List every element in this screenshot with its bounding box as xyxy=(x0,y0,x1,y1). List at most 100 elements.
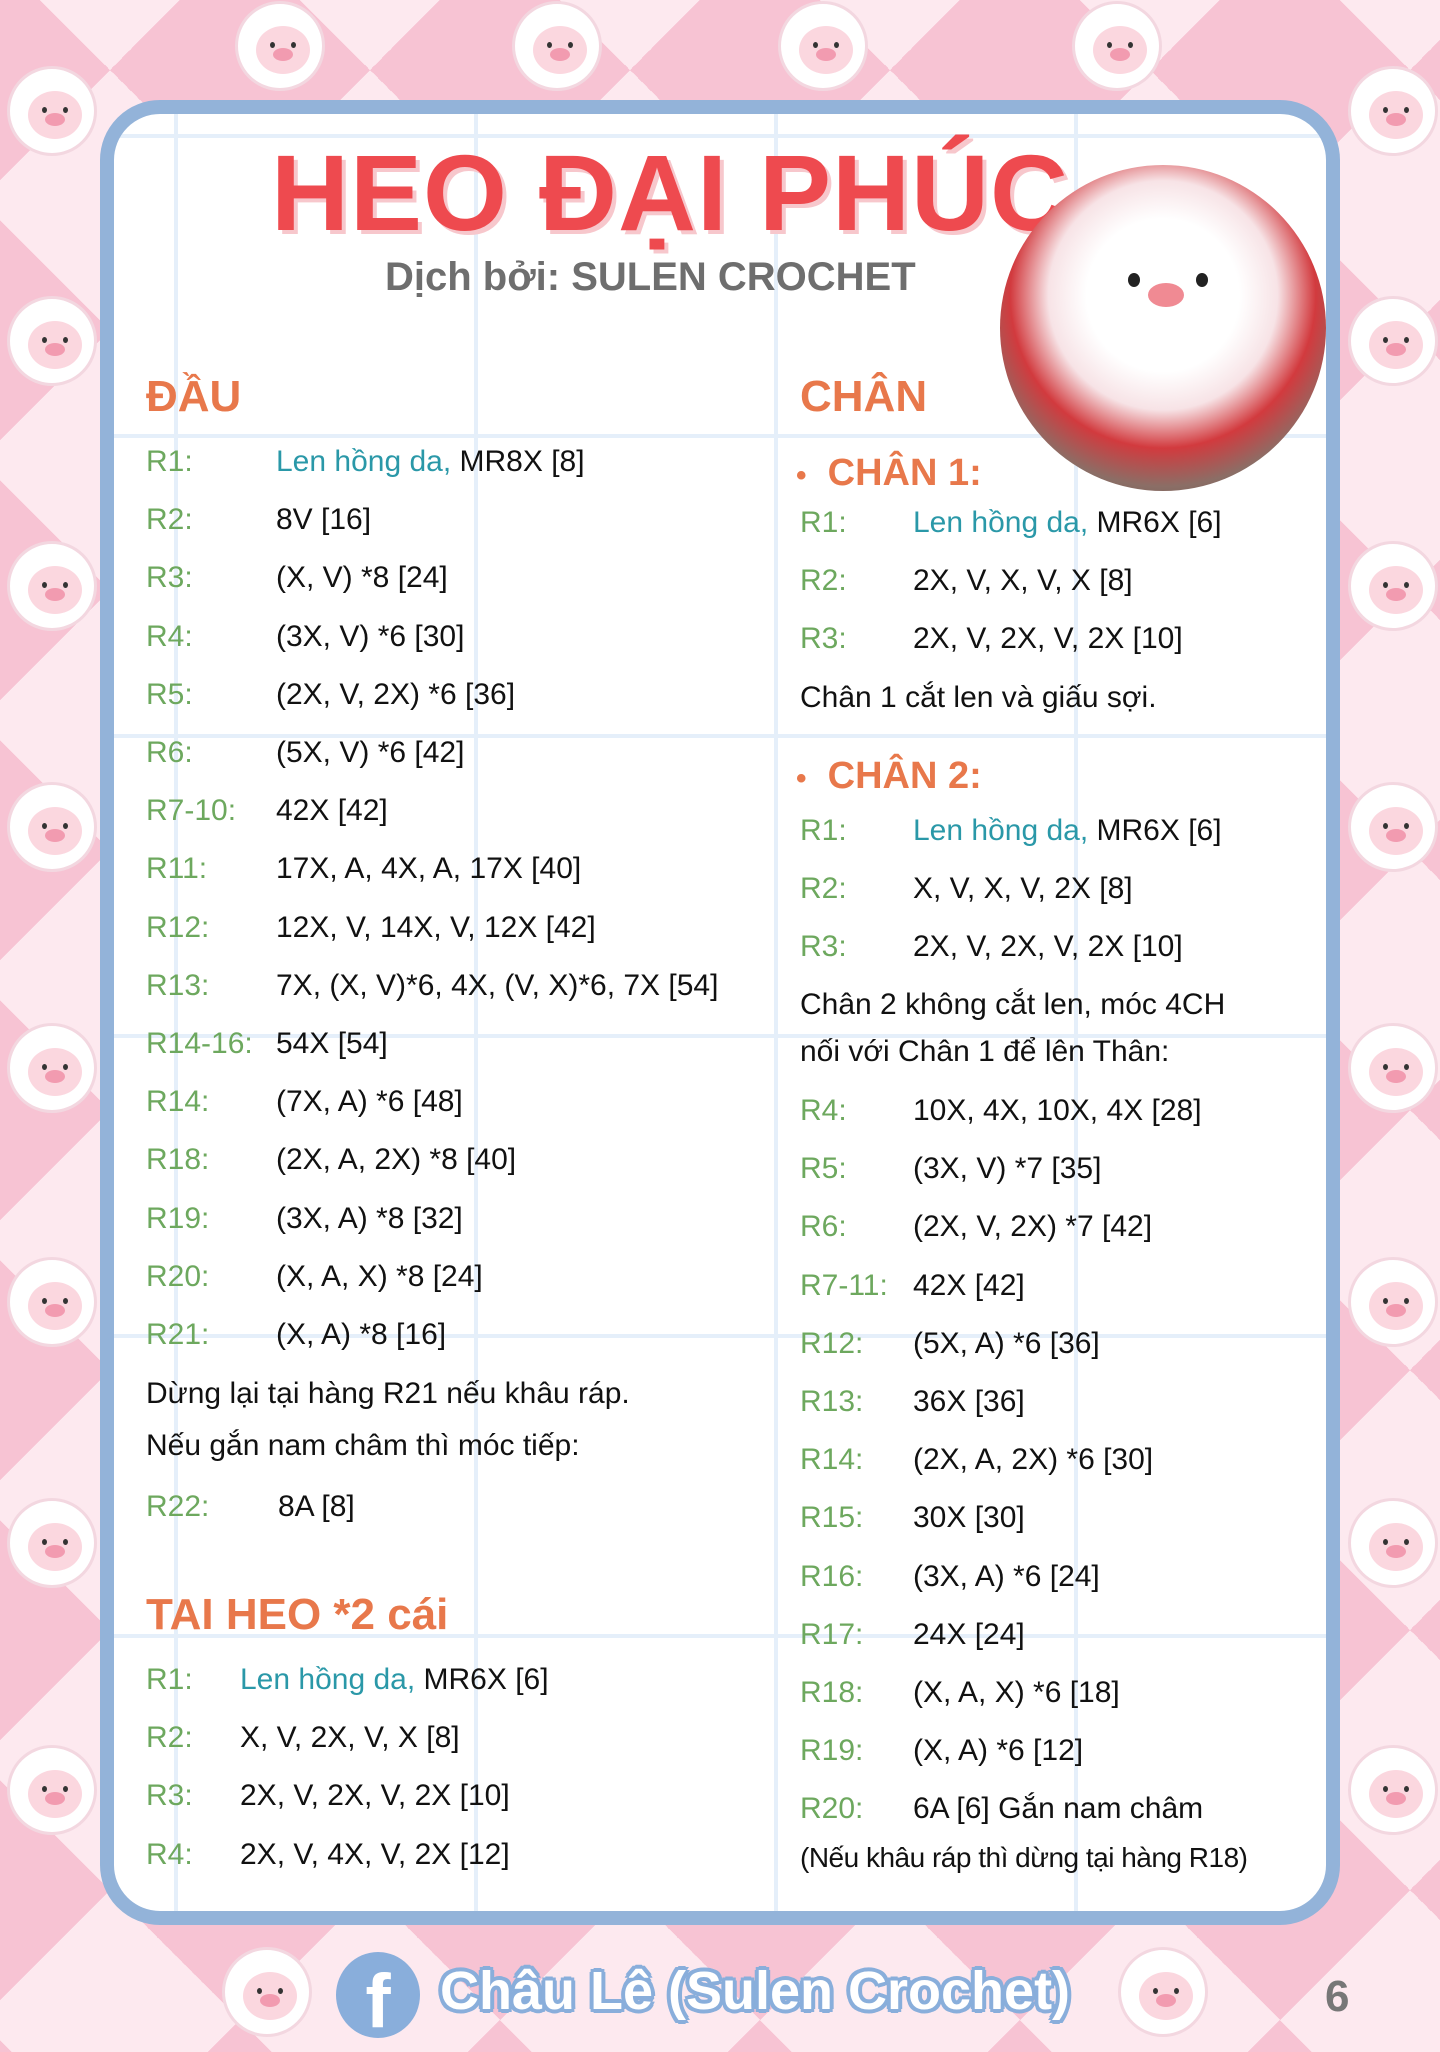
pig-sticker-icon xyxy=(1348,296,1439,387)
row-instruction: 6A [6] Gắn nam châm xyxy=(913,1780,1203,1838)
pig-sticker-icon xyxy=(1348,1022,1439,1113)
pig-sticker-icon xyxy=(7,781,98,872)
pig-sticker-icon xyxy=(1072,0,1163,91)
row-label: R4: xyxy=(146,619,193,653)
pig-sticker-icon xyxy=(7,296,98,387)
row-label: R6: xyxy=(146,736,193,769)
row-label: R1: xyxy=(146,1663,193,1696)
row-instruction: 7X, (X, V)*6, 4X, (V, X)*6, 7X [54] xyxy=(276,957,718,1015)
row-stitches: (2X, V, 2X) *7 [42] xyxy=(913,1210,1153,1244)
row-instruction: 2X, V, 4X, V, 2X [12] xyxy=(240,1826,510,1884)
row-instruction: 8A [8] xyxy=(278,1478,355,1536)
pig-sticker-icon xyxy=(7,1022,98,1113)
row-instruction: 17X, A, 4X, A, 17X [40] xyxy=(276,840,581,898)
pig-sticker-icon xyxy=(1348,540,1439,631)
row-instruction: 10X, 4X, 10X, 4X [28] xyxy=(913,1082,1202,1140)
row-label: R1: xyxy=(800,506,847,539)
row-label: R3: xyxy=(146,1779,193,1813)
row-label: R14: xyxy=(800,1443,864,1477)
row-label: R7-10: xyxy=(146,794,237,828)
pig-sticker-icon xyxy=(7,1745,98,1836)
row-instruction: X, V, X, V, 2X [8] xyxy=(913,860,1133,918)
leg-heading: CHÂN xyxy=(800,372,928,421)
row-stitches: 2X, V, 2X, V, 2X [10] xyxy=(913,930,1183,964)
row-stitches: (2X, A, 2X) *6 [30] xyxy=(913,1443,1154,1477)
pig-sticker-icon xyxy=(1348,1745,1439,1836)
row-stitches: MR6X [6] xyxy=(1088,506,1222,539)
yarn-color: Len hồng da, xyxy=(276,445,452,478)
row-label: R20: xyxy=(800,1792,864,1826)
row-label: R18: xyxy=(800,1676,864,1709)
ear-heading: TAI HEO *2 cái xyxy=(146,1590,449,1639)
row-stitches: (5X, A) *6 [36] xyxy=(913,1326,1100,1360)
yarn-color: Len hồng da, xyxy=(913,814,1089,847)
leg-final-note: (Nếu khâu ráp thì dừng tại hàng R18) xyxy=(800,1842,1248,1873)
pig-sticker-icon xyxy=(1117,1947,1208,2038)
row-stitches: 42X [42] xyxy=(276,794,388,828)
pig-sticker-icon xyxy=(1348,781,1439,872)
row-stitches: 2X, V, 2X, V, 2X [10] xyxy=(913,622,1183,656)
head-heading: ĐẦU xyxy=(146,372,242,421)
row-instruction: X, V, 2X, V, X [8] xyxy=(240,1709,460,1767)
row-instruction: 2X, V, X, V, X [8] xyxy=(913,552,1133,610)
row-label: R3: xyxy=(146,561,193,595)
row-label: R2: xyxy=(800,564,847,598)
row-instruction: 42X [42] xyxy=(913,1257,1025,1315)
pig-amigurumi-photo xyxy=(1000,165,1326,491)
row-stitches: (3X, A) *6 [24] xyxy=(913,1559,1100,1593)
row-stitches: (X, V) *8 [24] xyxy=(276,561,448,595)
row-stitches: (2X, A, 2X) *8 [40] xyxy=(276,1143,517,1177)
leg1-heading: • CHÂN 1: xyxy=(796,452,982,494)
row-instruction: 2X, V, 2X, V, 2X [10] xyxy=(913,918,1183,976)
row-stitches: (5X, V) *6 [42] xyxy=(276,736,465,769)
row-label: R22: xyxy=(146,1490,210,1523)
yarn-color: Len hồng da, xyxy=(240,1663,416,1696)
row-label: R17: xyxy=(800,1617,864,1651)
row-label: R1: xyxy=(800,814,847,847)
row-label: R7-11: xyxy=(800,1268,888,1302)
row-stitches: MR6X [6] xyxy=(1088,814,1222,847)
pig-sticker-icon xyxy=(7,65,98,156)
row-label: R2: xyxy=(146,503,193,537)
row-label: R20: xyxy=(146,1259,210,1293)
row-instruction: 2X, V, 2X, V, 2X [10] xyxy=(240,1767,510,1825)
facebook-icon[interactable]: f xyxy=(336,1952,420,2044)
row-instruction: (5X, V) *6 [42] xyxy=(276,724,464,782)
row-instruction: 2X, V, 2X, V, 2X [10] xyxy=(913,610,1183,668)
row-label: R14: xyxy=(146,1085,210,1119)
row-label: R3: xyxy=(800,622,847,656)
row-stitches: 10X, 4X, 10X, 4X [28] xyxy=(913,1094,1202,1127)
row-label: R5: xyxy=(800,1152,847,1186)
row-label: R3: xyxy=(800,930,847,964)
row-label: R4: xyxy=(800,1094,847,1127)
row-label: R2: xyxy=(800,872,847,906)
row-instruction: 42X [42] xyxy=(276,782,388,840)
row-stitches: (3X, A) *8 [32] xyxy=(276,1201,463,1235)
row-instruction: (2X, A, 2X) *8 [40] xyxy=(276,1131,516,1189)
row-stitches: X, V, 2X, V, X [8] xyxy=(240,1721,460,1755)
row-instruction: (3X, V) *6 [30] xyxy=(276,608,464,666)
row-instruction: 8V [16] xyxy=(276,491,371,549)
leg1-note: Chân 1 cắt len và giấu sợi. xyxy=(800,681,1157,714)
row-instruction: (3X, V) *7 [35] xyxy=(913,1140,1101,1198)
row-instruction: 30X [30] xyxy=(913,1489,1025,1547)
row-label: R11: xyxy=(146,852,208,886)
row-instruction: (X, A, X) *8 [24] xyxy=(276,1248,483,1306)
row-instruction: 12X, V, 14X, V, 12X [42] xyxy=(276,899,596,957)
row-stitches: (7X, A) *6 [48] xyxy=(276,1085,463,1119)
row-label: R4: xyxy=(146,1837,193,1871)
row-stitches: 30X [30] xyxy=(913,1501,1025,1535)
row-stitches: (X, A, X) *8 [24] xyxy=(276,1259,483,1293)
row-instruction: (7X, A) *6 [48] xyxy=(276,1073,463,1131)
row-instruction: Len hồng da, MR8X [8] xyxy=(276,433,585,491)
footer-facebook-name[interactable]: Châu Lê (Sulen Crochet) xyxy=(440,1961,1071,2021)
row-stitches: (X, A) *8 [16] xyxy=(276,1318,447,1351)
pig-sticker-icon xyxy=(7,1257,98,1347)
pig-sticker-icon xyxy=(7,1497,98,1588)
row-instruction: (X, A, X) *6 [18] xyxy=(913,1664,1120,1722)
row-label: R13: xyxy=(800,1385,864,1418)
row-stitches: 12X, V, 14X, V, 12X [42] xyxy=(276,910,596,944)
row-label: R13: xyxy=(146,968,210,1002)
row-label: R12: xyxy=(800,1326,864,1360)
row-stitches: MR8X [8] xyxy=(451,445,585,478)
